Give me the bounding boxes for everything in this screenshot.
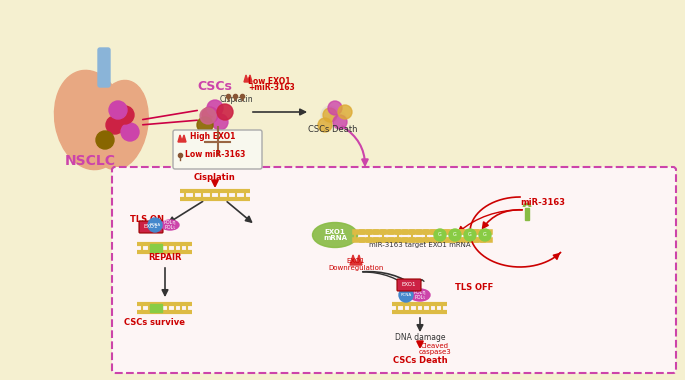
Ellipse shape [92, 81, 148, 169]
Text: Cleaved: Cleaved [421, 343, 449, 349]
Circle shape [106, 116, 124, 134]
Circle shape [434, 229, 446, 241]
Polygon shape [178, 135, 186, 142]
Circle shape [321, 106, 339, 124]
Circle shape [212, 114, 228, 130]
Circle shape [197, 117, 213, 133]
Text: Low miR-3163: Low miR-3163 [185, 150, 245, 159]
Circle shape [96, 131, 114, 149]
Text: miR-3163 target EXO1 mRNA: miR-3163 target EXO1 mRNA [369, 242, 471, 248]
Circle shape [207, 100, 223, 116]
Text: REPAIR: REPAIR [148, 253, 182, 262]
Text: Cisplatin: Cisplatin [194, 173, 236, 182]
Text: CSCs: CSCs [197, 80, 232, 93]
Text: caspase3: caspase3 [419, 349, 451, 355]
Text: DNA damage: DNA damage [395, 333, 445, 342]
Circle shape [479, 229, 491, 241]
Circle shape [333, 115, 347, 129]
Ellipse shape [410, 289, 430, 301]
Bar [525, 208, 529, 220]
Text: G: G [483, 233, 487, 238]
Text: EXO1
Downregulation: EXO1 Downregulation [328, 258, 384, 271]
Ellipse shape [161, 220, 179, 230]
Circle shape [116, 106, 134, 124]
FancyBboxPatch shape [397, 279, 421, 291]
Text: Cisplatin: Cisplatin [219, 95, 253, 104]
Text: G: G [438, 233, 442, 238]
Text: POLη
POLι: POLη POLι [164, 220, 176, 230]
Polygon shape [244, 75, 252, 82]
Text: TLS OFF: TLS OFF [455, 283, 493, 292]
Text: CSCs Death: CSCs Death [393, 356, 447, 365]
Text: Low EXO1: Low EXO1 [248, 77, 290, 86]
Text: EXO1
mRNA: EXO1 mRNA [323, 228, 347, 242]
Circle shape [399, 288, 413, 302]
Circle shape [200, 108, 216, 124]
Ellipse shape [312, 223, 358, 247]
Circle shape [329, 111, 347, 129]
FancyBboxPatch shape [139, 221, 163, 233]
Circle shape [217, 104, 233, 120]
Text: miR-3163: miR-3163 [520, 198, 565, 207]
Text: G: G [468, 233, 472, 238]
Circle shape [121, 123, 139, 141]
Text: PCNA: PCNA [400, 293, 412, 297]
Text: POLη
POLι: POLη POLι [414, 290, 426, 301]
Circle shape [338, 105, 352, 119]
Circle shape [202, 107, 218, 123]
Text: NSCLC: NSCLC [64, 154, 116, 168]
Polygon shape [350, 255, 362, 265]
FancyBboxPatch shape [112, 167, 676, 373]
Text: G: G [453, 233, 457, 238]
Circle shape [318, 118, 332, 132]
Text: CSCs survive: CSCs survive [125, 318, 186, 327]
FancyBboxPatch shape [98, 48, 110, 87]
Text: EXO1: EXO1 [144, 225, 158, 230]
Text: High EXO1: High EXO1 [190, 132, 236, 141]
FancyBboxPatch shape [173, 130, 262, 169]
Bar [150, 304, 162, 312]
Bar [150, 244, 162, 252]
Circle shape [323, 108, 337, 122]
Text: PCNA: PCNA [149, 223, 160, 227]
Text: EXO1: EXO1 [401, 282, 416, 288]
Circle shape [449, 229, 461, 241]
Circle shape [464, 229, 476, 241]
Text: +miR-3163: +miR-3163 [248, 83, 295, 92]
Text: CSCs Death: CSCs Death [308, 125, 358, 134]
Circle shape [328, 101, 342, 115]
Circle shape [148, 218, 162, 232]
Text: TLS ON: TLS ON [130, 215, 164, 224]
Ellipse shape [54, 70, 125, 169]
Circle shape [109, 101, 127, 119]
